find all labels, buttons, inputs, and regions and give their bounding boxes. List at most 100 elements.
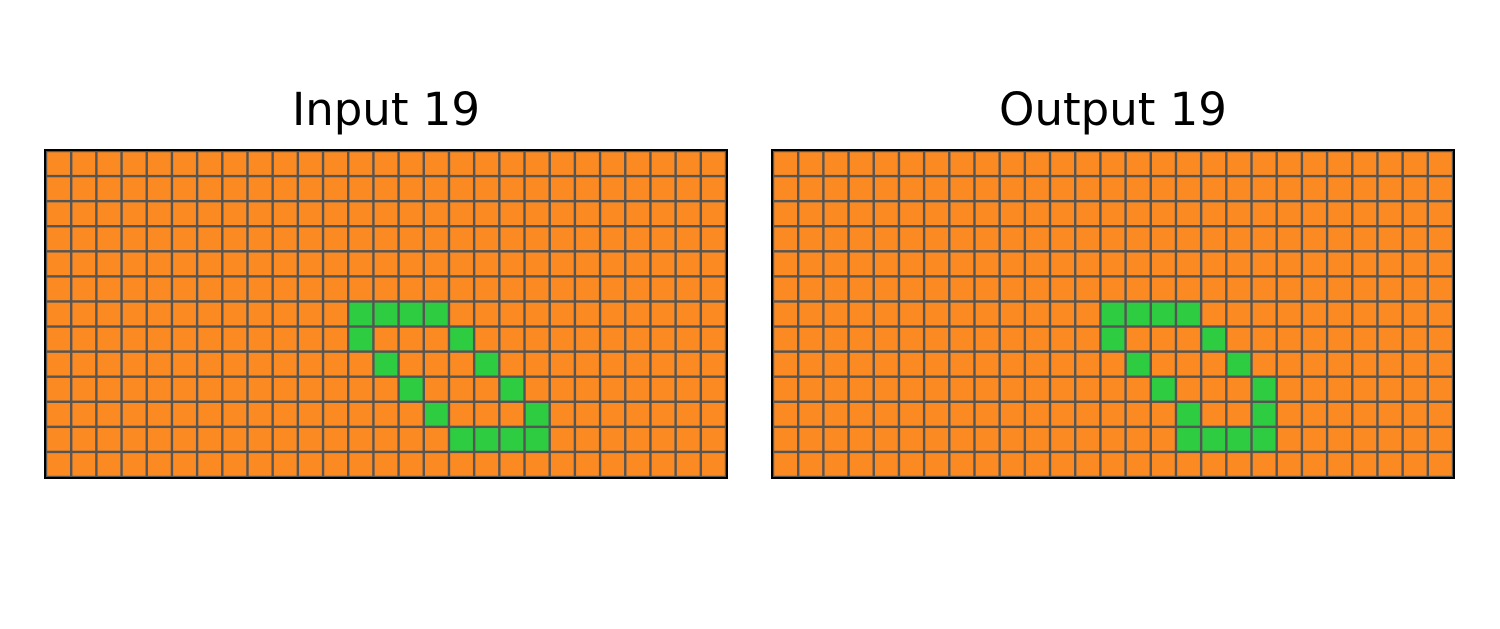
orange-cell	[799, 428, 823, 451]
orange-cell	[97, 402, 121, 426]
orange-cell	[1277, 377, 1301, 401]
orange-cell	[475, 402, 499, 426]
orange-cell	[1252, 352, 1276, 376]
orange-cell	[97, 352, 121, 376]
orange-cell	[122, 327, 146, 351]
orange-cell	[1101, 152, 1125, 175]
orange-cell	[975, 152, 999, 175]
orange-cell	[576, 428, 599, 451]
orange-cell	[676, 377, 700, 401]
orange-cell	[248, 277, 272, 301]
input-panel-title: Input 19	[291, 83, 481, 136]
orange-cell	[399, 402, 423, 426]
orange-cell	[1026, 428, 1049, 451]
orange-cell	[1378, 152, 1402, 175]
orange-cell	[676, 428, 700, 451]
orange-cell	[1000, 202, 1024, 226]
orange-cell	[1252, 177, 1276, 200]
green-cell	[374, 352, 398, 376]
orange-cell	[1277, 428, 1301, 451]
orange-cell	[273, 177, 297, 200]
orange-cell	[1252, 152, 1276, 175]
orange-cell	[324, 252, 348, 276]
orange-cell	[1051, 177, 1075, 200]
orange-cell	[273, 302, 297, 326]
orange-cell	[1101, 252, 1125, 276]
orange-cell	[198, 352, 222, 376]
orange-cell	[147, 453, 171, 476]
orange-cell	[1151, 428, 1175, 451]
orange-cell	[576, 352, 599, 376]
orange-cell	[1353, 277, 1377, 301]
orange-cell	[47, 152, 70, 175]
orange-cell	[676, 152, 700, 175]
orange-cell	[475, 327, 499, 351]
orange-cell	[576, 327, 599, 351]
orange-cell	[849, 302, 873, 326]
orange-cell	[173, 327, 196, 351]
orange-cell	[424, 377, 448, 401]
orange-cell	[702, 377, 725, 401]
orange-cell	[147, 352, 171, 376]
orange-cell	[1076, 202, 1100, 226]
orange-cell	[299, 152, 322, 175]
orange-cell	[550, 352, 574, 376]
green-cell	[475, 428, 499, 451]
orange-cell	[1051, 277, 1075, 301]
orange-cell	[601, 302, 625, 326]
orange-cell	[324, 177, 348, 200]
orange-cell	[1378, 277, 1402, 301]
orange-cell	[198, 152, 222, 175]
orange-cell	[1202, 453, 1226, 476]
orange-cell	[576, 202, 599, 226]
orange-cell	[1303, 302, 1326, 326]
orange-cell	[1403, 177, 1427, 200]
orange-cell	[824, 302, 848, 326]
orange-cell	[950, 202, 974, 226]
orange-cell	[1051, 453, 1075, 476]
orange-cell	[47, 252, 70, 276]
orange-cell	[702, 302, 725, 326]
orange-cell	[450, 277, 473, 301]
orange-cell	[173, 152, 196, 175]
orange-cell	[223, 152, 247, 175]
orange-cell	[223, 202, 247, 226]
orange-cell	[925, 352, 949, 376]
orange-cell	[1151, 402, 1175, 426]
orange-cell	[374, 202, 398, 226]
orange-cell	[824, 227, 848, 251]
orange-cell	[1429, 402, 1452, 426]
orange-cell	[1378, 352, 1402, 376]
orange-cell	[525, 277, 549, 301]
orange-cell	[525, 453, 549, 476]
orange-cell	[198, 177, 222, 200]
orange-cell	[97, 277, 121, 301]
orange-cell	[900, 202, 923, 226]
orange-cell	[1378, 202, 1402, 226]
orange-cell	[173, 277, 196, 301]
orange-cell	[1177, 377, 1200, 401]
orange-cell	[349, 453, 373, 476]
orange-cell	[950, 177, 974, 200]
orange-cell	[299, 327, 322, 351]
orange-cell	[72, 402, 96, 426]
orange-cell	[651, 252, 675, 276]
orange-cell	[1177, 177, 1200, 200]
orange-cell	[1303, 402, 1326, 426]
orange-cell	[475, 227, 499, 251]
green-cell	[1126, 352, 1150, 376]
orange-cell	[273, 277, 297, 301]
orange-cell	[450, 152, 473, 175]
green-cell	[1151, 377, 1175, 401]
orange-cell	[975, 302, 999, 326]
orange-cell	[1076, 252, 1100, 276]
orange-cell	[849, 352, 873, 376]
orange-cell	[424, 428, 448, 451]
orange-cell	[72, 352, 96, 376]
orange-cell	[72, 202, 96, 226]
orange-cell	[925, 302, 949, 326]
orange-cell	[601, 453, 625, 476]
orange-cell	[97, 152, 121, 175]
orange-cell	[702, 177, 725, 200]
orange-cell	[349, 227, 373, 251]
